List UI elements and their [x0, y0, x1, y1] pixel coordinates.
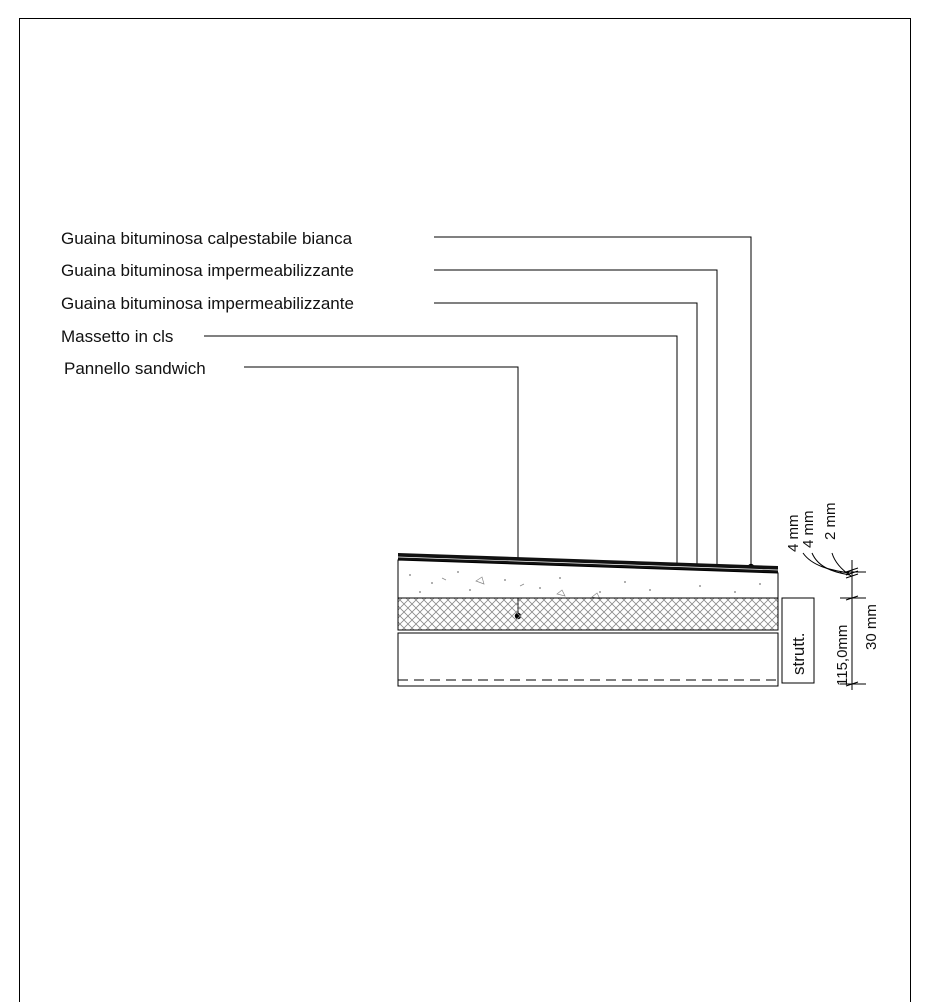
leader-line-membrane-2: [434, 302, 698, 572]
leader-line-white-membrane: [434, 236, 752, 566]
dimension-115mm: 115,0mm: [834, 625, 851, 686]
dimension-4mm-a: 4 mm: [785, 515, 802, 553]
label-waterproof-membrane-2: Guaina bituminosa impermeabilizzante: [61, 294, 354, 313]
membrane-layers: [398, 553, 778, 573]
label-waterproof-membrane-1: Guaina bituminosa impermeabilizzante: [61, 261, 354, 280]
structure-layer: [397, 632, 779, 687]
label-white-walkable-membrane: Guaina bituminosa calpestabile bianca: [61, 229, 353, 248]
structure-tag-box: [781, 597, 815, 684]
dimension-2mm: 2 mm: [822, 503, 839, 541]
leader-line-panel: [244, 366, 519, 616]
dimension-30mm: 30 mm: [863, 604, 880, 650]
dimension-4mm-b: 4 mm: [800, 511, 817, 549]
label-concrete-screed: Massetto in cls: [61, 327, 173, 346]
label-sandwich-panel: Pannello sandwich: [64, 359, 206, 378]
leader-line-screed: [204, 335, 678, 588]
dimension-lines: [802, 552, 866, 690]
structure-tag: strutt.: [789, 632, 808, 675]
sandwich-panel-insulation: [397, 597, 779, 631]
leader-line-membrane-1: [434, 269, 718, 569]
drawing-frame: [19, 18, 911, 1002]
roof-section: [397, 553, 779, 687]
leader-lines: [204, 236, 752, 616]
screed-aggregate: [409, 571, 761, 593]
